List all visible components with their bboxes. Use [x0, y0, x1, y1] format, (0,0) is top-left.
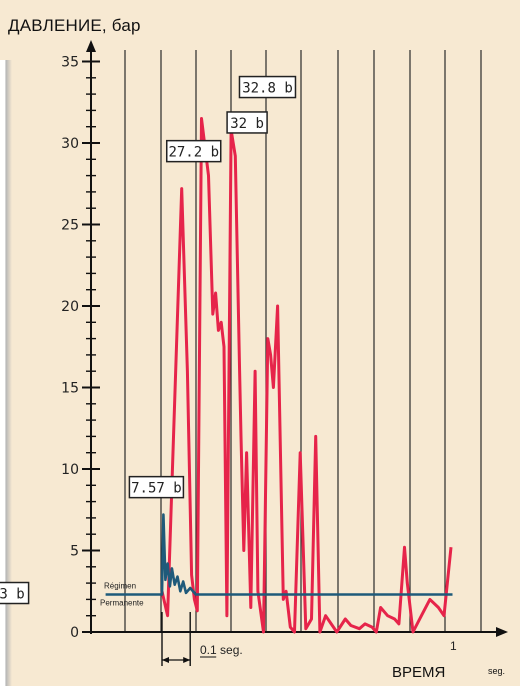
- x-tick-label: 1: [450, 639, 457, 653]
- annotation-box: [226, 111, 268, 134]
- page-edge-strip: [0, 60, 12, 686]
- scale-marker-arrow-right: [183, 657, 191, 663]
- annotation-label: 32.8 b: [242, 81, 293, 97]
- y-tick-label: 20: [61, 299, 79, 315]
- series-line-blue: [105, 513, 453, 596]
- y-tick-label: 25: [61, 218, 79, 234]
- y-tick-label: 10: [61, 462, 79, 478]
- annotation-label: 32 b: [230, 116, 264, 132]
- annotation-box: [238, 75, 297, 99]
- series-line-red: [160, 117, 453, 634]
- y-tick-label: 5: [70, 544, 79, 560]
- x-axis-unit: seg.: [488, 666, 506, 676]
- permanente-label: Permanente: [100, 599, 144, 608]
- x-axis-arrow: [496, 627, 508, 637]
- y-axis-arrow: [86, 40, 96, 52]
- x-axis-label: ВРЕМЯ: [392, 664, 446, 681]
- y-tick-label: 15: [61, 381, 79, 397]
- y-axis-label: ДАВЛЕНИЕ, бар: [8, 16, 141, 35]
- annotation-label: 27.2 b: [168, 145, 219, 161]
- annotation-box: [0, 581, 30, 605]
- scale-marker-arrow-left: [162, 657, 169, 663]
- y-tick-label: 30: [61, 136, 79, 152]
- annotation-box: [128, 475, 185, 499]
- annotation-label: 2.3 b: [0, 587, 25, 603]
- y-tick-label: 35: [61, 55, 79, 71]
- annotation-box: [165, 139, 222, 163]
- annotation-label: 7.57 b: [131, 481, 182, 497]
- y-tick-label: 0: [70, 625, 79, 641]
- regimen-label: Régimen: [104, 582, 136, 591]
- scale-marker-label: 0.1 seg.: [200, 643, 243, 657]
